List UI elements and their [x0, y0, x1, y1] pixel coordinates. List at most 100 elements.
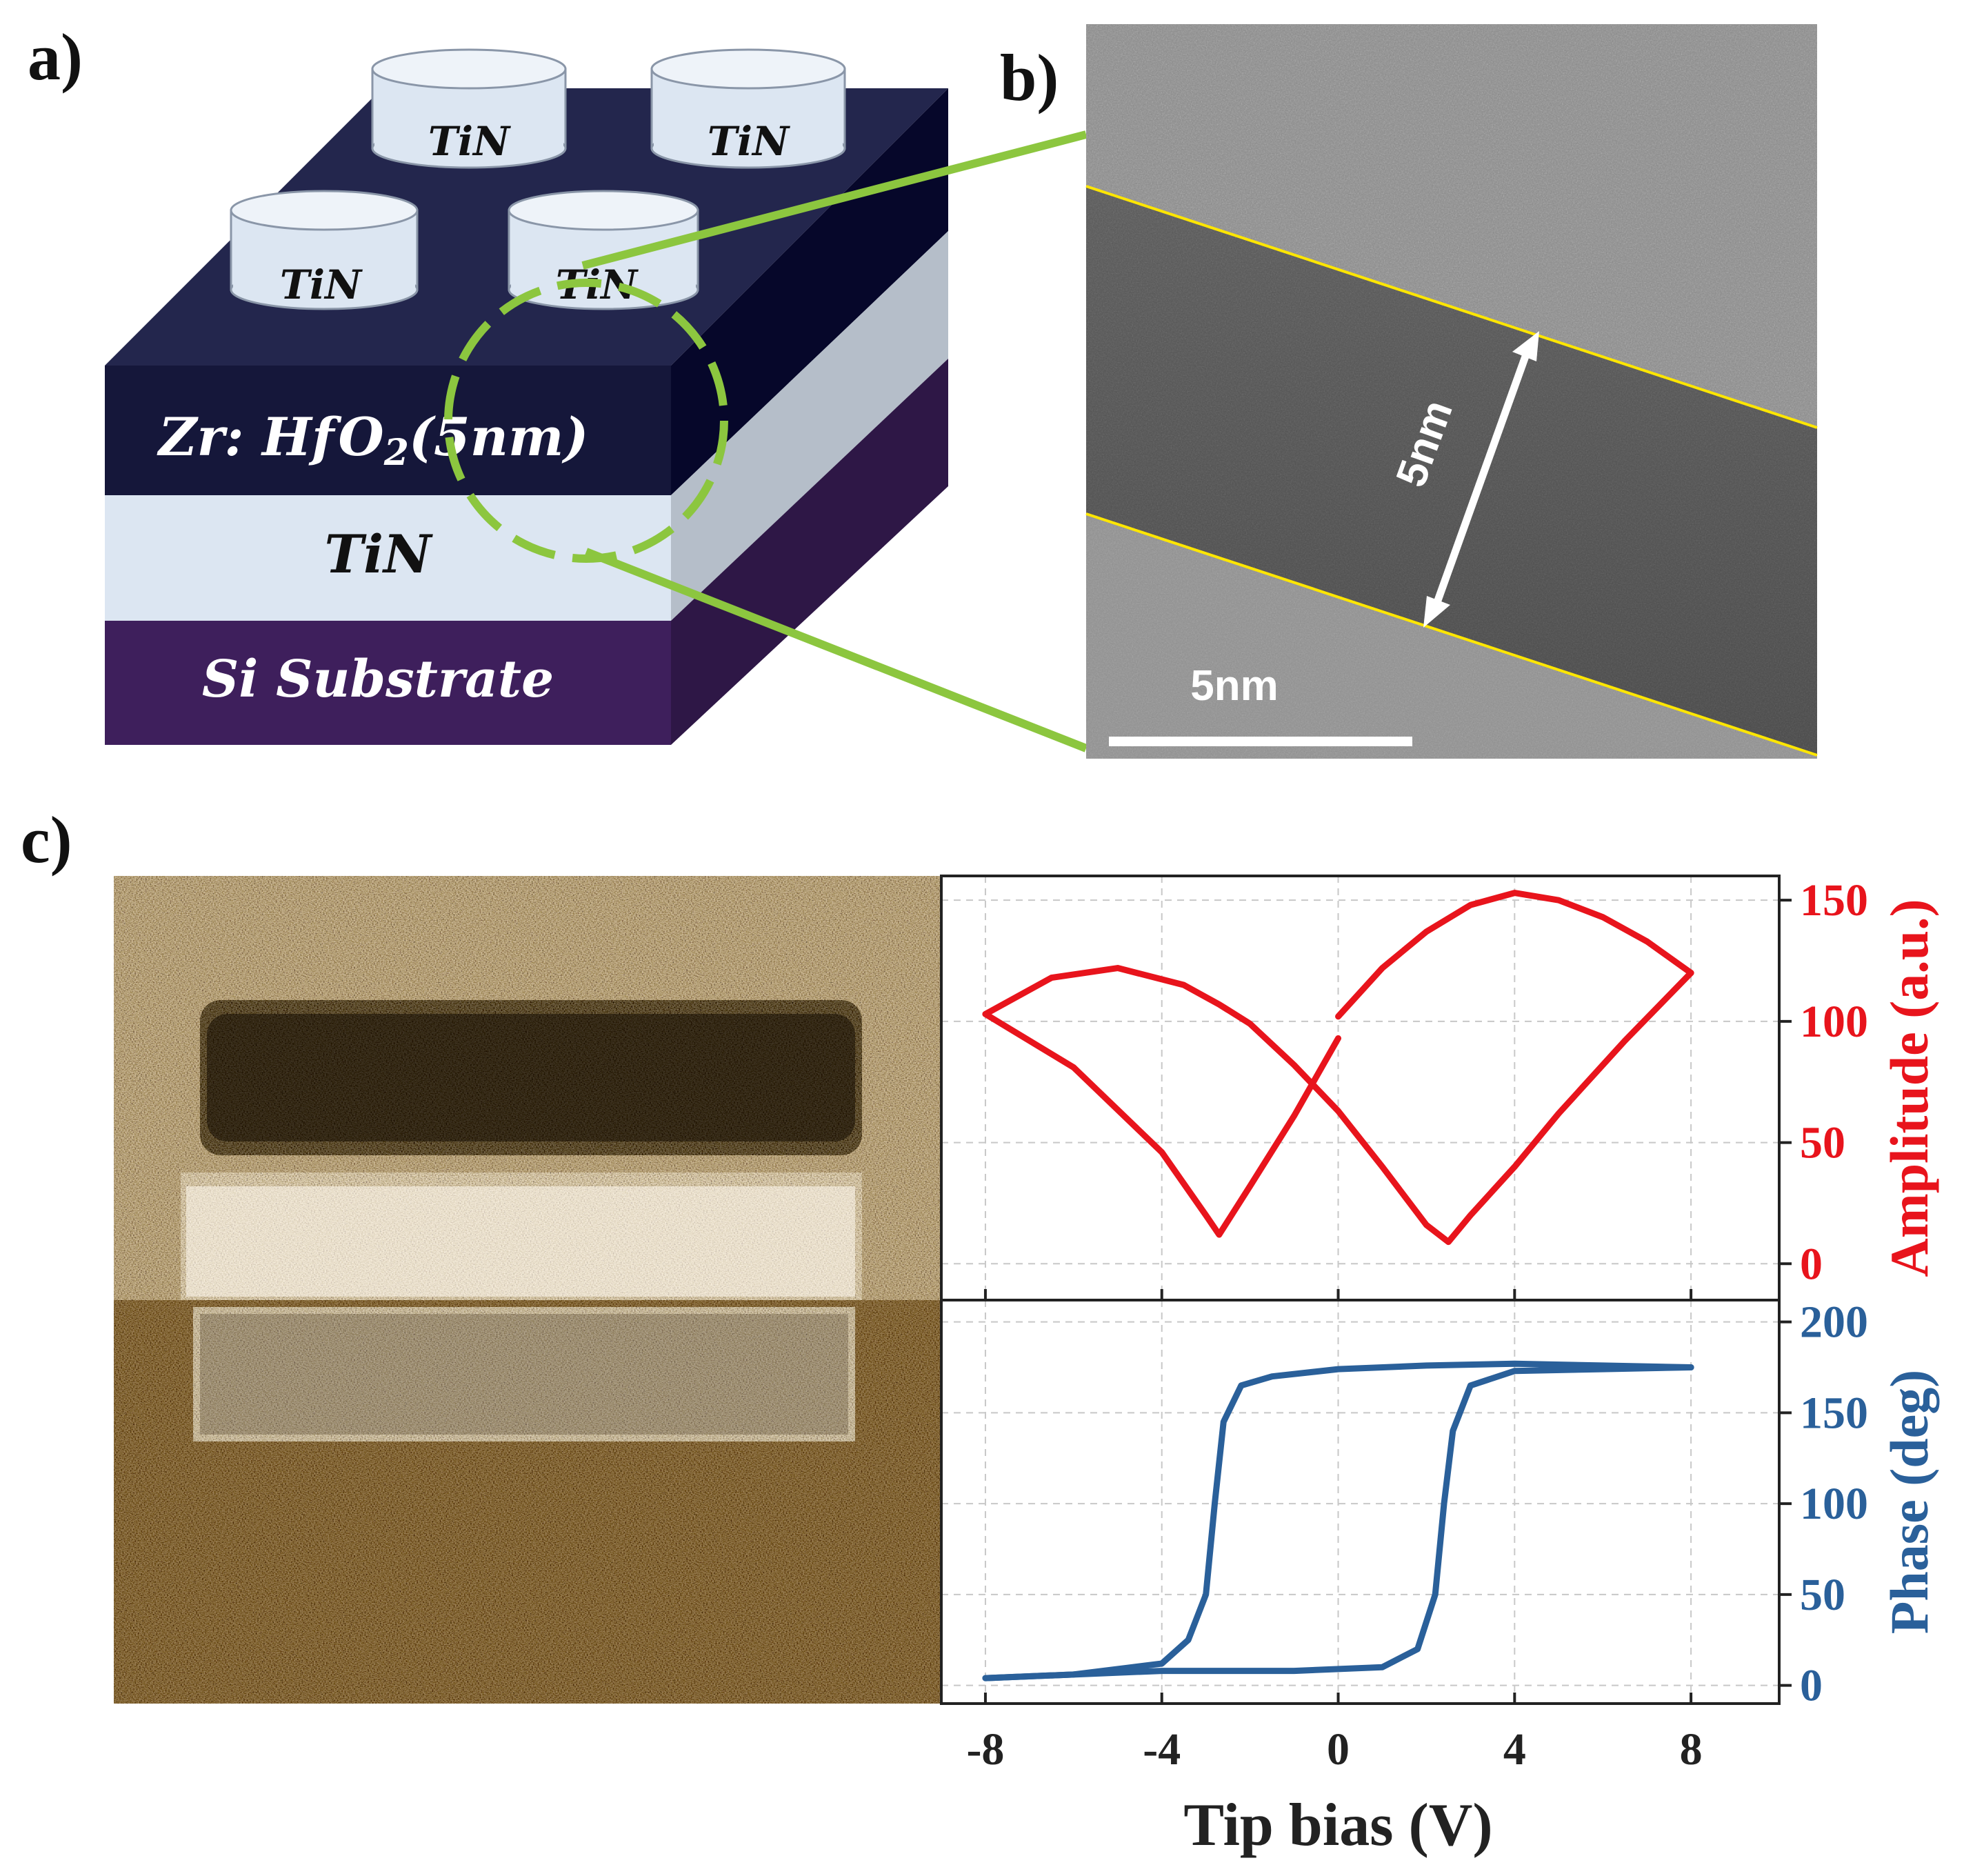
thickness-arrow: [1423, 331, 1539, 628]
panel-label-b: b): [1000, 41, 1059, 114]
panel-label-a: a): [28, 20, 83, 94]
amplitude-data-point: [1216, 1002, 1221, 1007]
x-tick-label: -8: [966, 1724, 1004, 1775]
zoom-connector-top: [581, 130, 1088, 270]
amplitude-data-point: [1623, 1038, 1627, 1043]
film-front-face: [105, 366, 671, 495]
y-tick-label: 50: [1800, 1570, 1845, 1620]
phase-data-point: [1221, 1419, 1226, 1424]
electrode-side-face: [671, 231, 948, 621]
phase-data-point: [1512, 1361, 1517, 1366]
amplitude-data-point: [1049, 975, 1054, 980]
amplitude-data-point: [1336, 1036, 1341, 1041]
amplitude-series-0: [1335, 890, 1694, 1020]
amplitude-data-point: [1115, 966, 1120, 970]
y-axis-title: Amplitude (a.u.): [1879, 899, 1939, 1277]
plot-frame: [940, 875, 1781, 1301]
pfm-phase-image: [114, 1300, 941, 1704]
amplitude-data-point: [1556, 898, 1561, 903]
x-axis-title: Tip bias (V): [1183, 1792, 1492, 1859]
amplitude-data-point: [1689, 970, 1694, 975]
top-electrode: TiN: [371, 48, 567, 169]
amplitude-data-point: [1601, 915, 1605, 919]
amplitude-data-point: [1216, 1233, 1221, 1237]
substrate-label: Si Substrate: [202, 650, 554, 709]
phase-data-point: [1071, 1672, 1076, 1677]
tem-image: 5nm 5nm: [1085, 24, 1818, 759]
electrode-label: TiN: [428, 118, 511, 165]
phase-data-point: [1424, 1363, 1429, 1368]
scale-bar-label: 5nm: [1190, 662, 1278, 710]
phase-data-point: [1512, 1368, 1517, 1373]
panel-label-c: c): [21, 803, 72, 877]
amplitude-data-point: [1203, 1213, 1208, 1217]
phase-data-point: [1186, 1637, 1191, 1642]
x-tick-label: 0: [1327, 1724, 1350, 1775]
phase-data-point: [1450, 1428, 1455, 1433]
phase-data-point: [1270, 1374, 1274, 1379]
phase-data-point: [1159, 1668, 1164, 1673]
top-electrode: TiN: [650, 48, 846, 169]
top-electrode: TiN: [508, 190, 699, 310]
amplitude-series-2: [982, 1010, 1342, 1238]
y-tick-label: 50: [1800, 1118, 1845, 1168]
y-tick-label: 0: [1800, 1239, 1823, 1289]
tem-noise: [1086, 24, 1817, 759]
y-tick-label: 150: [1800, 875, 1868, 926]
amplitude-data-point: [1424, 1223, 1429, 1228]
phase-data-point: [1159, 1662, 1164, 1666]
substrate-front-face: [105, 621, 671, 745]
amplitude-data-point: [1358, 990, 1363, 995]
phase-data-point: [1292, 1668, 1296, 1673]
amplitude-data-point: [1071, 1065, 1076, 1070]
phase-data-point: [1203, 1592, 1208, 1597]
tem-boundary-top: [1085, 185, 1818, 429]
amplitude-data-point: [1468, 903, 1473, 908]
phase-series-0: [982, 1360, 1694, 1682]
amplitude-data-point: [1336, 1014, 1341, 1019]
y-tick-label: 100: [1800, 997, 1868, 1047]
film-label: Zr: HfO2(5nm): [157, 406, 588, 474]
phase-data-point: [1380, 1665, 1385, 1670]
amplitude-data-point: [1380, 966, 1385, 970]
y-tick-label: 150: [1800, 1388, 1868, 1438]
phase-data-point: [1212, 1501, 1217, 1506]
y-tick-label: 0: [1800, 1661, 1823, 1711]
pfm-amplitude-image: [114, 876, 941, 1300]
phase-data-point: [983, 1676, 988, 1681]
x-tick-label: -4: [1143, 1724, 1181, 1775]
device-schematic: TiN TiN TiN TiN Zr: HfO2(5nm) TiN Si Sub…: [105, 48, 948, 745]
y-tick-label: 100: [1800, 1479, 1868, 1529]
phase-data-point: [1601, 1367, 1605, 1372]
amplitude-data-point: [1159, 1150, 1164, 1155]
amplitude-data-point: [1446, 1239, 1451, 1244]
x-tick-label: 4: [1503, 1724, 1526, 1775]
amplitude-data-point: [1292, 1063, 1296, 1068]
phase-data-point: [1239, 1383, 1243, 1388]
amplitude-data-point: [1645, 939, 1650, 944]
amplitude-data-point: [1292, 1113, 1296, 1118]
amplitude-data-point: [1512, 1164, 1517, 1169]
plot-frame: [940, 1299, 1781, 1705]
amplitude-data-point: [1247, 1184, 1252, 1188]
x-tick-label: 8: [1680, 1724, 1703, 1775]
amplitude-data-point: [1336, 1108, 1341, 1113]
electrode-label: TiN: [708, 118, 790, 165]
top-electrode: TiN: [230, 190, 419, 310]
amplitude-data-point: [1247, 1021, 1252, 1026]
amplitude-data-point: [1556, 1111, 1561, 1116]
phase-data-point: [1468, 1383, 1473, 1388]
tem-boundary-bottom: [1085, 512, 1818, 757]
amplitude-data-point: [1512, 890, 1517, 895]
phase-data-point: [1433, 1592, 1438, 1597]
amplitude-data-point: [1468, 1213, 1473, 1217]
phase-data-point: [1442, 1501, 1446, 1506]
amplitude-data-point: [1380, 1164, 1385, 1169]
phase-data-point: [1336, 1367, 1341, 1372]
electrode-label: TiN: [280, 261, 363, 308]
amplitude-chart: 0 50 100 150 Amplitude (a.u.): [940, 875, 1939, 1301]
phase-data-point: [1689, 1365, 1694, 1370]
zoom-circle: [444, 279, 728, 563]
